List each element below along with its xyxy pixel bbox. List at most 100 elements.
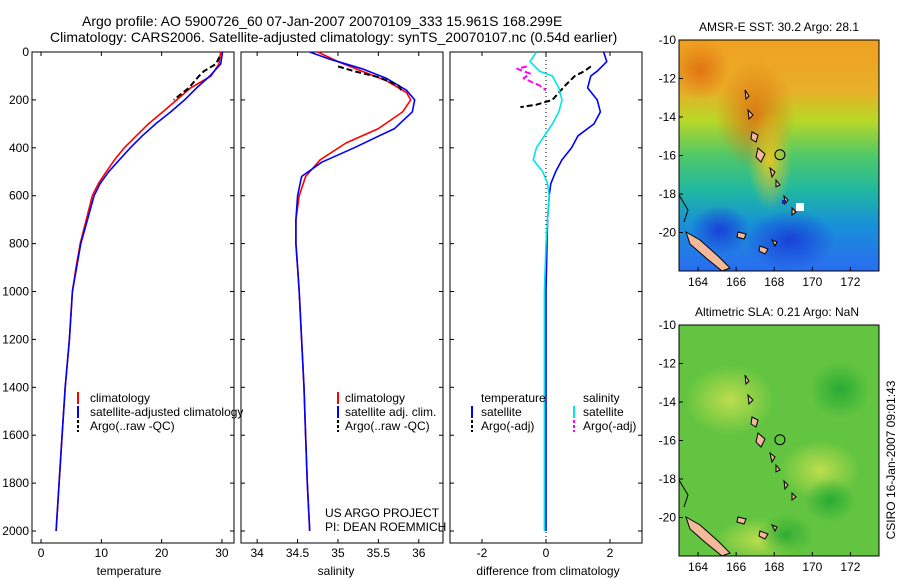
figure-title-line2: Climatology: CARS2006. Satellite-adjuste… — [50, 29, 617, 45]
legend-label-satellite: satellite-adjusted climatology — [90, 405, 243, 419]
sst-map-title: AMSR-E SST: 30.2 Argo: 28.1 — [699, 20, 859, 34]
fiji-coast — [679, 194, 689, 223]
legend-label-temperature-satellite: satellite — [481, 405, 522, 419]
legend-header-salinity: salinity — [583, 391, 620, 405]
temperature-axes: 0 10 20 30 0 200 400 600 800 1000 1200 1400 1600 1800… — [2, 45, 234, 560]
y-tick-label: 1200 — [2, 332, 29, 346]
map-y-tick-label: -10 — [659, 318, 677, 332]
sst-missing-pixel — [796, 203, 804, 211]
new-caledonia-coast — [685, 515, 731, 556]
x-tick-label: 0 — [38, 546, 45, 560]
y-tick-label: 400 — [9, 141, 29, 155]
loyalty-islands — [736, 231, 778, 255]
project-note-line1: US ARGO PROJECT — [325, 506, 440, 520]
map-y-tick-label: -14 — [659, 395, 677, 409]
map-y-tick-label: -20 — [659, 511, 677, 525]
y-tick-label: 0 — [22, 45, 29, 59]
series-line-temperature-satellite — [545, 51, 608, 531]
map-y-tick-label: -14 — [659, 110, 677, 124]
map-x-tick-label: 172 — [840, 275, 860, 289]
series-line-salinity-argo-adj — [516, 65, 547, 92]
x-tick-label: 34 — [250, 546, 264, 560]
figure-title-line1: Argo profile: AO 5900726_60 07-Jan-2007 … — [82, 13, 562, 29]
y-tick-label: 2000 — [2, 524, 29, 538]
series-line-climatology — [295, 51, 412, 532]
x-tick-label: -2 — [477, 546, 488, 560]
argo-location-marker — [774, 149, 786, 161]
salinity-xlabel: salinity — [318, 564, 355, 578]
map-x-tick-label: 172 — [840, 560, 860, 574]
salinity-axes: 34 34.5 35 35.5 36 — [241, 51, 443, 560]
vanuatu-islands — [744, 374, 797, 501]
difference-series — [516, 51, 608, 531]
sst-map-field — [679, 40, 879, 271]
legend-label-salinity-argo: Argo(-adj) — [583, 419, 636, 433]
x-tick-label: 30 — [215, 546, 229, 560]
sla-dark-patch — [757, 515, 813, 555]
x-tick-label: 0 — [543, 546, 550, 560]
sla-dark-patch — [810, 362, 870, 418]
argo-location-marker — [774, 434, 786, 446]
temperature-legend: climatology satellite-adjusted climatolo… — [77, 391, 243, 433]
new-caledonia-coast — [685, 230, 731, 271]
series-line-temperature-argo-adj — [520, 65, 592, 109]
temperature-panel-frame — [31, 51, 235, 544]
map-y-tick-label: -18 — [659, 472, 677, 486]
map-x-tick-label: 166 — [726, 275, 746, 289]
map-y-tick-label: -20 — [659, 226, 677, 240]
series-line-argo-raw-qc — [173, 56, 221, 101]
map-y-tick-label: -12 — [659, 357, 677, 371]
difference-axes: -2 0 2 — [450, 51, 642, 560]
loyalty-islands — [736, 516, 778, 540]
legend-label-satellite: satellite adj. clim. — [345, 405, 436, 419]
sla-light-patch — [685, 365, 775, 435]
map-x-tick-label: 164 — [688, 560, 708, 574]
series-line-satellite-adj-clim — [295, 51, 416, 532]
map-y-tick-label: -12 — [659, 72, 677, 86]
y-tick-label: 1800 — [2, 476, 29, 490]
series-line-salinity-satellite — [529, 51, 563, 531]
vanuatu-islands — [744, 89, 797, 216]
sst-cold-blob — [690, 205, 750, 255]
legend-label-climatology: climatology — [345, 391, 405, 405]
difference-legend: temperature salinity satellite Argo(-adj… — [471, 391, 636, 433]
sst-missing-pixel — [782, 200, 786, 204]
x-tick-label: 35.5 — [367, 546, 391, 560]
map-y-tick-label: -18 — [659, 187, 677, 201]
sla-map-title: Altimetric SLA: 0.21 Argo: NaN — [695, 305, 859, 319]
sst-map-axes: 164 166 168 170 172 -10 -12 -14 -16 -18 -20 — [659, 33, 861, 289]
series-line-satellite-adjusted-climatology — [55, 51, 224, 532]
y-tick-label: 1000 — [2, 285, 29, 299]
y-tick-label: 1400 — [2, 380, 29, 394]
series-line-climatology — [55, 51, 222, 532]
sst-cold-blob — [745, 210, 835, 270]
legend-label-climatology: climatology — [90, 391, 150, 405]
sla-dark-patch — [805, 478, 855, 522]
side-timestamp: CSIRO 16-Jan-2007 09:01:43 — [884, 380, 898, 539]
series-line-argo-raw-qc — [337, 65, 404, 94]
legend-label-argo: Argo(..raw -QC) — [90, 419, 175, 433]
sla-map-field — [679, 325, 879, 556]
map-y-tick-label: -10 — [659, 33, 677, 47]
sla-map-axes: 164 166 168 170 172 -10 -12 -14 -16 -18 -20 — [659, 318, 861, 574]
x-tick-label: 34.5 — [286, 546, 310, 560]
map-x-tick-label: 168 — [764, 275, 784, 289]
map-x-tick-label: 170 — [802, 560, 822, 574]
map-x-tick-label: 166 — [726, 560, 746, 574]
salinity-series — [295, 51, 416, 532]
salinity-panel-frame — [240, 51, 444, 544]
legend-label-argo: Argo(..raw -QC) — [345, 419, 430, 433]
sst-yellow-tongue — [748, 110, 792, 210]
fiji-coast — [679, 479, 689, 508]
temperature-series — [55, 51, 224, 532]
map-x-tick-label: 170 — [802, 275, 822, 289]
temperature-xlabel: temperature — [97, 564, 162, 578]
map-y-tick-label: -16 — [659, 434, 677, 448]
map-x-tick-label: 168 — [764, 560, 784, 574]
map-y-tick-label: -16 — [659, 149, 677, 163]
difference-xlabel: difference from climatology — [476, 564, 619, 578]
legend-header-temperature: temperature — [481, 391, 546, 405]
x-tick-label: 35 — [331, 546, 345, 560]
x-tick-label: 10 — [95, 546, 109, 560]
